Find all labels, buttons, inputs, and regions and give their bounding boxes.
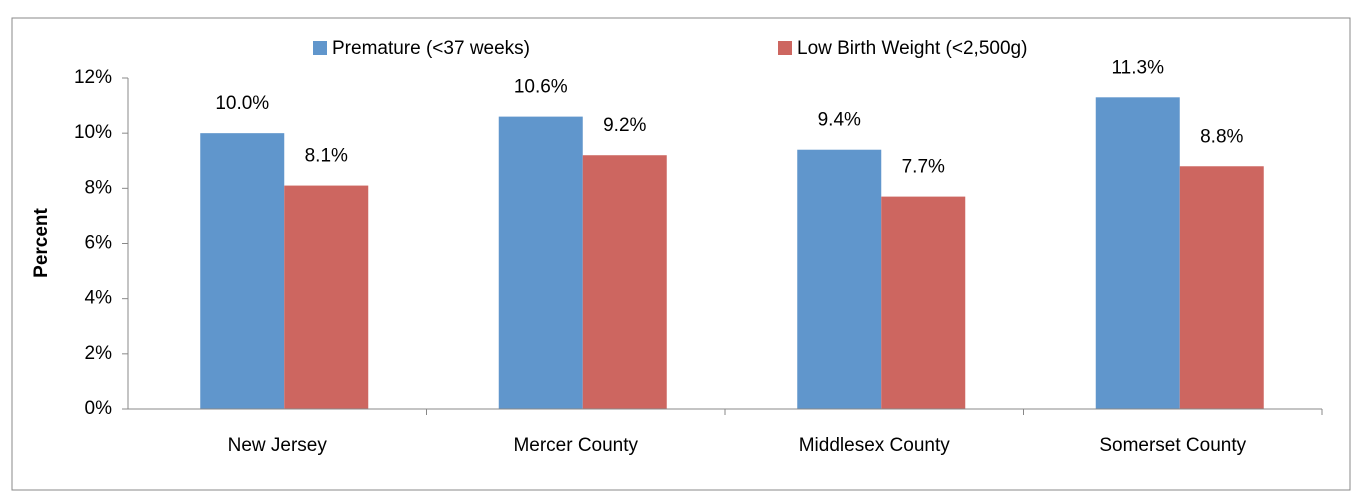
bar [582, 155, 667, 409]
legend-swatch [313, 41, 327, 55]
x-tick-label: Middlesex County [799, 435, 951, 456]
x-tick-label: Somerset County [1099, 435, 1246, 456]
y-tick-label: 12% [74, 67, 112, 88]
value-label: 11.3% [1112, 57, 1165, 78]
legend-label: Low Birth Weight (<2,500g) [797, 38, 1027, 59]
y-tick-label: 6% [85, 233, 113, 254]
y-tick-label: 10% [74, 122, 112, 143]
y-tick-label: 4% [85, 288, 113, 309]
value-label: 9.2% [603, 115, 646, 136]
bar [498, 116, 583, 409]
bar [797, 149, 882, 409]
value-label: 8.8% [1200, 126, 1243, 147]
y-tick-label: 8% [85, 177, 113, 198]
value-label: 10.6% [514, 77, 568, 98]
value-label: 8.1% [305, 146, 348, 167]
bar [1095, 97, 1180, 409]
x-tick-label: Mercer County [513, 435, 638, 456]
value-label: 10.0% [215, 93, 269, 114]
bar [1179, 166, 1264, 409]
y-axis-label: Percent [31, 207, 52, 277]
bar [881, 196, 966, 409]
value-label: 7.7% [902, 157, 945, 178]
value-label: 9.4% [818, 110, 861, 131]
legend-label: Premature (<37 weeks) [332, 38, 530, 59]
bar [200, 133, 285, 409]
bar [284, 185, 369, 409]
x-tick-label: New Jersey [228, 435, 328, 456]
y-tick-label: 2% [85, 343, 113, 364]
legend-swatch [778, 41, 792, 55]
y-tick-label: 0% [85, 398, 113, 419]
